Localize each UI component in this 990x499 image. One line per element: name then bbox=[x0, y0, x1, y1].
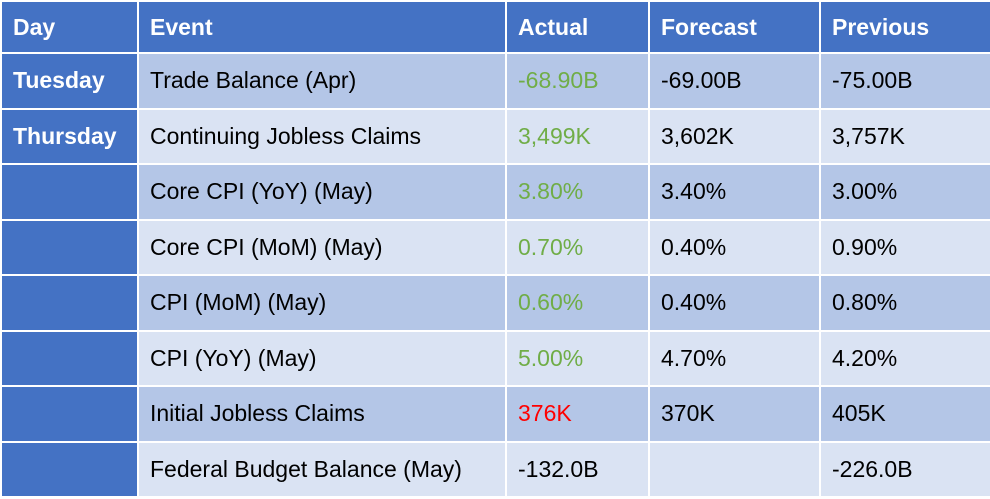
table-row: Thursday Continuing Jobless Claims 3,499… bbox=[0, 107, 990, 165]
event-cell: Trade Balance (Apr) bbox=[137, 52, 507, 110]
table-row: Tuesday Trade Balance (Apr) -68.90B -69.… bbox=[0, 52, 990, 110]
header-row: Day Event Actual Forecast Previous bbox=[0, 0, 990, 54]
previous-cell: 3.00% bbox=[819, 163, 990, 221]
forecast-cell: 0.40% bbox=[648, 274, 821, 332]
column-header-actual: Actual bbox=[505, 0, 650, 54]
forecast-cell: 0.40% bbox=[648, 218, 821, 276]
actual-cell: -132.0B bbox=[505, 440, 650, 498]
previous-cell: 0.80% bbox=[819, 274, 990, 332]
table-row: Core CPI (MoM) (May) 0.70% 0.40% 0.90% bbox=[0, 218, 990, 276]
column-header-event: Event bbox=[137, 0, 507, 54]
actual-cell: -68.90B bbox=[505, 52, 650, 110]
event-cell: Initial Jobless Claims bbox=[137, 385, 507, 443]
column-header-day: Day bbox=[0, 0, 139, 54]
event-cell: CPI (YoY) (May) bbox=[137, 329, 507, 387]
day-cell bbox=[0, 274, 139, 332]
day-cell: Tuesday bbox=[0, 52, 139, 110]
forecast-cell: 4.70% bbox=[648, 329, 821, 387]
previous-cell: -75.00B bbox=[819, 52, 990, 110]
actual-cell: 0.70% bbox=[505, 218, 650, 276]
actual-cell: 5.00% bbox=[505, 329, 650, 387]
actual-cell: 3,499K bbox=[505, 107, 650, 165]
column-header-forecast: Forecast bbox=[648, 0, 821, 54]
previous-cell: -226.0B bbox=[819, 440, 990, 498]
day-cell bbox=[0, 440, 139, 498]
previous-cell: 405K bbox=[819, 385, 990, 443]
day-cell bbox=[0, 218, 139, 276]
column-header-previous: Previous bbox=[819, 0, 990, 54]
event-cell: Federal Budget Balance (May) bbox=[137, 440, 507, 498]
day-cell bbox=[0, 163, 139, 221]
event-cell: CPI (MoM) (May) bbox=[137, 274, 507, 332]
event-cell: Core CPI (YoY) (May) bbox=[137, 163, 507, 221]
actual-cell: 3.80% bbox=[505, 163, 650, 221]
actual-cell: 376K bbox=[505, 385, 650, 443]
table-row: Core CPI (YoY) (May) 3.80% 3.40% 3.00% bbox=[0, 163, 990, 221]
previous-cell: 0.90% bbox=[819, 218, 990, 276]
table-row: CPI (MoM) (May) 0.60% 0.40% 0.80% bbox=[0, 274, 990, 332]
table-row: Initial Jobless Claims 376K 370K 405K bbox=[0, 385, 990, 443]
day-cell bbox=[0, 329, 139, 387]
table-row: CPI (YoY) (May) 5.00% 4.70% 4.20% bbox=[0, 329, 990, 387]
table-row: Federal Budget Balance (May) -132.0B -22… bbox=[0, 440, 990, 498]
forecast-cell bbox=[648, 440, 821, 498]
actual-cell: 0.60% bbox=[505, 274, 650, 332]
day-cell: Thursday bbox=[0, 107, 139, 165]
event-cell: Continuing Jobless Claims bbox=[137, 107, 507, 165]
previous-cell: 3,757K bbox=[819, 107, 990, 165]
forecast-cell: 3,602K bbox=[648, 107, 821, 165]
forecast-cell: -69.00B bbox=[648, 52, 821, 110]
day-cell bbox=[0, 385, 139, 443]
event-cell: Core CPI (MoM) (May) bbox=[137, 218, 507, 276]
forecast-cell: 370K bbox=[648, 385, 821, 443]
forecast-cell: 3.40% bbox=[648, 163, 821, 221]
previous-cell: 4.20% bbox=[819, 329, 990, 387]
